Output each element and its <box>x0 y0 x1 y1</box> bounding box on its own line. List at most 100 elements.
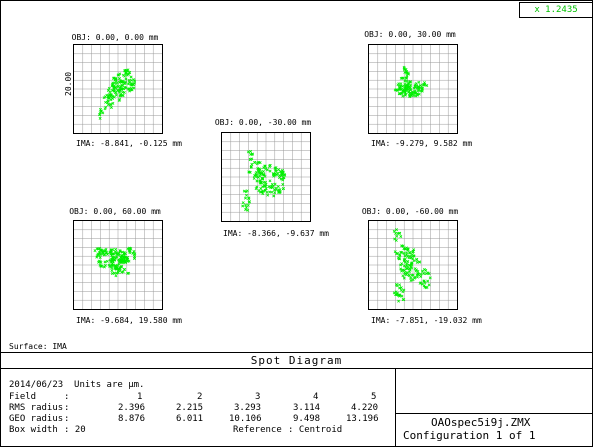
spot-ray-mark <box>264 184 268 188</box>
spot-ray-mark <box>259 172 263 176</box>
spot-plot-2 <box>368 44 458 134</box>
spot-ray-mark <box>396 88 400 92</box>
spot-ray-mark <box>281 178 285 182</box>
spot-ray-mark <box>114 267 118 271</box>
spot-ray-mark <box>97 260 101 264</box>
spot-ray-mark <box>261 185 264 189</box>
spot-ray-mark <box>244 196 247 200</box>
spot-ray-mark <box>395 283 398 286</box>
spot-ray-mark <box>281 170 285 174</box>
spot-ray-mark <box>263 189 267 192</box>
spot-ray-mark <box>261 177 265 181</box>
spot-ray-mark <box>402 288 406 292</box>
spot-ray-mark <box>132 250 136 253</box>
spot-ray-mark <box>408 268 412 272</box>
spot-ray-mark <box>424 268 428 272</box>
spot-ray-mark <box>129 88 133 92</box>
spot-ray-mark <box>403 254 407 258</box>
spot-ray-mark <box>426 279 430 283</box>
spot-ray-mark <box>98 116 102 120</box>
spot-ray-mark <box>407 89 411 93</box>
spot-ray-mark <box>260 190 264 194</box>
field-label: Field <box>9 392 37 402</box>
spot-ray-mark <box>126 68 130 72</box>
spot-ray-mark <box>402 65 406 69</box>
spot-ray-mark <box>103 252 106 256</box>
spot-plot-1 <box>73 44 163 134</box>
spot-ray-mark <box>408 87 412 91</box>
spot-ray-mark <box>128 247 132 250</box>
spot-ray-mark <box>425 84 429 87</box>
spot-ray-mark <box>127 87 131 91</box>
spot-diagram-title: Spot Diagram <box>250 354 343 367</box>
spot-ray-mark <box>111 89 114 92</box>
spot-ray-mark <box>121 257 125 261</box>
spot-ray-mark <box>272 172 275 176</box>
spot-ray-mark <box>268 190 272 194</box>
spot-ray-mark <box>111 260 115 264</box>
spot-ray-mark <box>103 263 107 267</box>
spot-ray-mark <box>119 84 123 88</box>
spot-ray-mark <box>111 84 115 88</box>
spot-ray-mark <box>414 269 418 273</box>
spot-ray-mark <box>256 167 260 170</box>
spot-ray-mark <box>274 166 278 170</box>
spot-ray-mark <box>405 79 409 83</box>
spot-ray-mark <box>103 107 107 111</box>
spot-ray-mark <box>245 193 248 197</box>
spot-ray-mark <box>395 234 399 238</box>
spot-ray-mark <box>256 161 260 165</box>
spot-ray-mark <box>112 85 116 89</box>
spot-ray-mark <box>264 167 268 171</box>
spot-ray-mark <box>418 281 422 285</box>
spot-plot-4 <box>73 220 163 310</box>
spot-ray-mark <box>247 197 251 201</box>
spot-ray-mark <box>101 250 105 254</box>
spot-ray-mark <box>408 80 412 84</box>
spot-ray-mark <box>127 259 131 263</box>
spot-ray-mark <box>107 86 111 90</box>
spot-ray-mark <box>118 258 122 262</box>
spot-ray-mark <box>257 189 261 193</box>
spot-ray-mark <box>412 259 416 263</box>
spot-ray-mark <box>283 173 286 177</box>
spot-ray-mark <box>411 249 415 253</box>
spot-ray-mark <box>119 80 123 84</box>
spot-ray-mark <box>111 101 115 105</box>
spot-ray-mark <box>393 250 397 254</box>
spot-ray-mark <box>118 249 122 253</box>
spot-ray-mark <box>264 180 268 184</box>
spot-ray-mark <box>280 172 284 176</box>
spot-ray-mark <box>112 76 116 80</box>
plot-1-obj-label: OBJ: 0.00, 0.00 mm <box>71 33 159 42</box>
spot-ray-mark <box>406 260 410 263</box>
spot-ray-mark <box>277 168 281 172</box>
spot-ray-mark <box>108 265 112 269</box>
spot-ray-mark <box>409 279 413 282</box>
spot-ray-mark <box>282 176 286 180</box>
spot-ray-mark <box>131 251 135 255</box>
spot-ray-mark <box>258 181 262 185</box>
spot-ray-mark <box>398 253 402 257</box>
spot-ray-mark <box>126 247 130 251</box>
spot-ray-mark <box>241 201 245 205</box>
spot-ray-mark <box>128 251 132 255</box>
spot-ray-mark <box>246 150 250 154</box>
spot-ray-mark <box>130 82 134 86</box>
spot-ray-mark <box>120 88 124 91</box>
spot-ray-mark <box>424 272 428 276</box>
spot-ray-mark <box>407 274 411 278</box>
spot-ray-mark <box>266 193 270 197</box>
spot-ray-mark <box>116 271 120 275</box>
spot-ray-mark <box>268 163 272 167</box>
spot-ray-mark <box>118 94 122 98</box>
spot-ray-mark <box>397 294 401 298</box>
spot-ray-mark <box>244 205 248 209</box>
spot-ray-mark <box>254 172 258 176</box>
field-value-2: 2 <box>197 392 203 402</box>
spot-ray-mark <box>409 83 413 87</box>
rms-value-3: 3.293 <box>234 403 262 413</box>
spot-ray-mark <box>393 237 397 241</box>
spot-ray-mark <box>273 191 277 195</box>
spot-ray-mark <box>392 229 396 233</box>
